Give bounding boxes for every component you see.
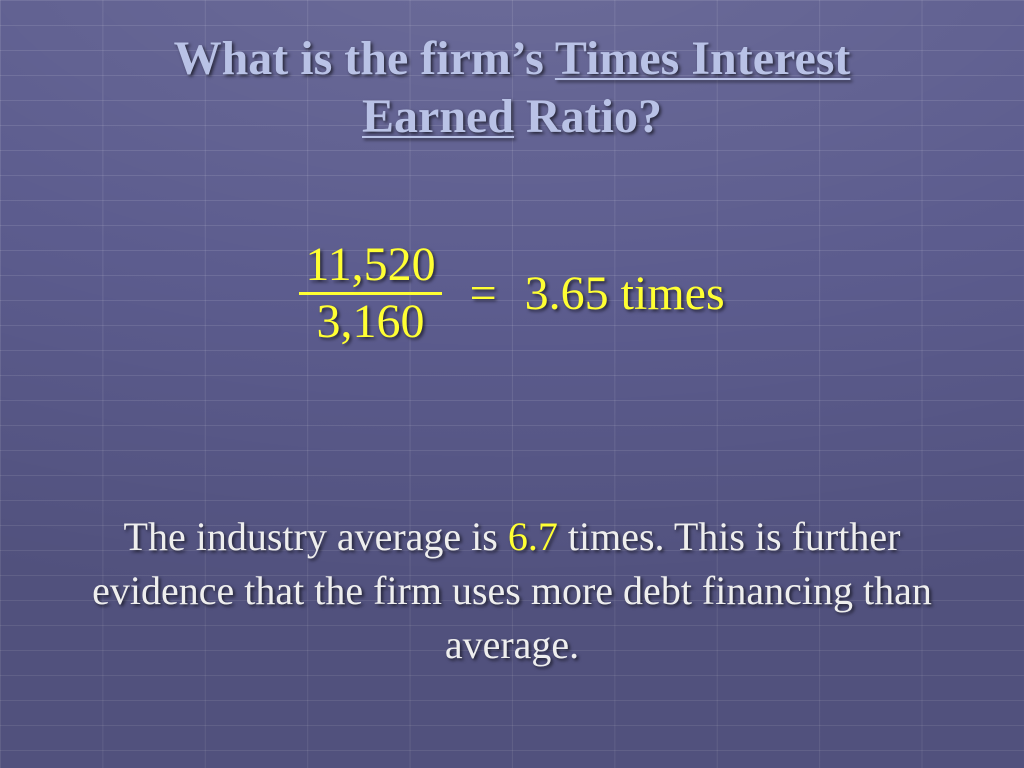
body-text-part1: The industry average is: [124, 514, 508, 559]
title-text-suffix: Ratio?: [514, 90, 662, 143]
body-highlight-value: 6.7: [508, 514, 558, 559]
ratio-formula: 11,520 3,160 = 3.65 times: [0, 240, 1024, 348]
fraction: 11,520 3,160: [299, 240, 441, 348]
title-underlined-phrase-1: Times Interest: [555, 32, 851, 85]
title-underlined-phrase-2: Earned: [362, 90, 514, 143]
formula-result: 3.65 times: [525, 266, 725, 321]
slide-content: What is the firm’s Times Interest Earned…: [0, 0, 1024, 768]
body-paragraph: The industry average is 6.7 times. This …: [80, 510, 944, 672]
title-text-prefix: What is the firm’s: [174, 32, 555, 85]
fraction-denominator: 3,160: [316, 295, 424, 347]
equals-sign: =: [470, 266, 497, 321]
fraction-numerator: 11,520: [299, 240, 441, 295]
slide-title: What is the firm’s Times Interest Earned…: [0, 30, 1024, 145]
